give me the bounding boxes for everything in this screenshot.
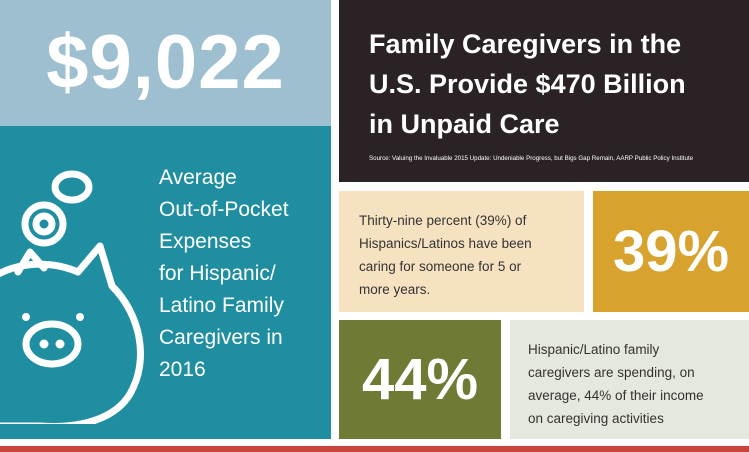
headline-title: Family Caregivers in the U.S. Provide $4… <box>369 24 744 144</box>
bottom-accent-bar <box>0 446 749 452</box>
amount-value: $9,022 <box>46 20 285 105</box>
expense-caption-line: 2016 <box>159 358 206 381</box>
stat-39-line: Thirty-nine percent (39%) of <box>359 213 527 228</box>
expense-caption-line: Expenses <box>159 230 252 253</box>
stat-44-line: caregivers are spending, on <box>528 365 695 380</box>
expense-caption-line: for Hispanic/ <box>159 262 276 285</box>
source-citation: Source: Valuing the Invaluable 2015 Upda… <box>369 155 694 162</box>
stat-39-line: caring for someone for 5 or <box>359 259 522 274</box>
piggy-bank-icon <box>0 170 144 424</box>
expense-caption-line: Caregivers in <box>159 326 283 349</box>
headline-line: in Unpaid Care <box>369 109 560 139</box>
stat-39-line: more years. <box>359 282 431 297</box>
stat-39-value: 39% <box>612 218 730 284</box>
expense-caption-line: Latino Family <box>159 294 284 317</box>
expense-caption: Average Out-of-Pocket Expenses for Hispa… <box>159 162 329 386</box>
stat-39-description: Thirty-nine percent (39%) of Hispanics/L… <box>359 209 579 301</box>
stat-39-line: Hispanics/Latinos have been <box>359 236 532 251</box>
expense-caption-line: Out-of-Pocket <box>159 198 289 221</box>
stat-44-value-panel: 44% <box>339 320 501 439</box>
headline-line: Family Caregivers in the <box>369 29 682 59</box>
headline-line: U.S. Provide $470 Billion <box>369 69 686 99</box>
stat-39-text-panel: Thirty-nine percent (39%) of Hispanics/L… <box>339 191 584 312</box>
stat-39-value-panel: 39% <box>593 191 749 312</box>
headline-panel: Family Caregivers in the U.S. Provide $4… <box>339 0 749 182</box>
expense-panel: Average Out-of-Pocket Expenses for Hispa… <box>0 126 331 439</box>
stat-44-line: Hispanic/Latino family <box>528 342 660 357</box>
stat-44-text-panel: Hispanic/Latino family caregivers are sp… <box>510 320 749 439</box>
expense-caption-line: Average <box>159 166 237 189</box>
stat-44-line: average, 44% of their income <box>528 388 704 403</box>
stat-44-line: on caregiving activities <box>528 411 664 426</box>
stat-44-value: 44% <box>361 346 479 412</box>
stat-44-description: Hispanic/Latino family caregivers are sp… <box>528 338 748 430</box>
amount-panel: $9,022 <box>0 0 331 126</box>
